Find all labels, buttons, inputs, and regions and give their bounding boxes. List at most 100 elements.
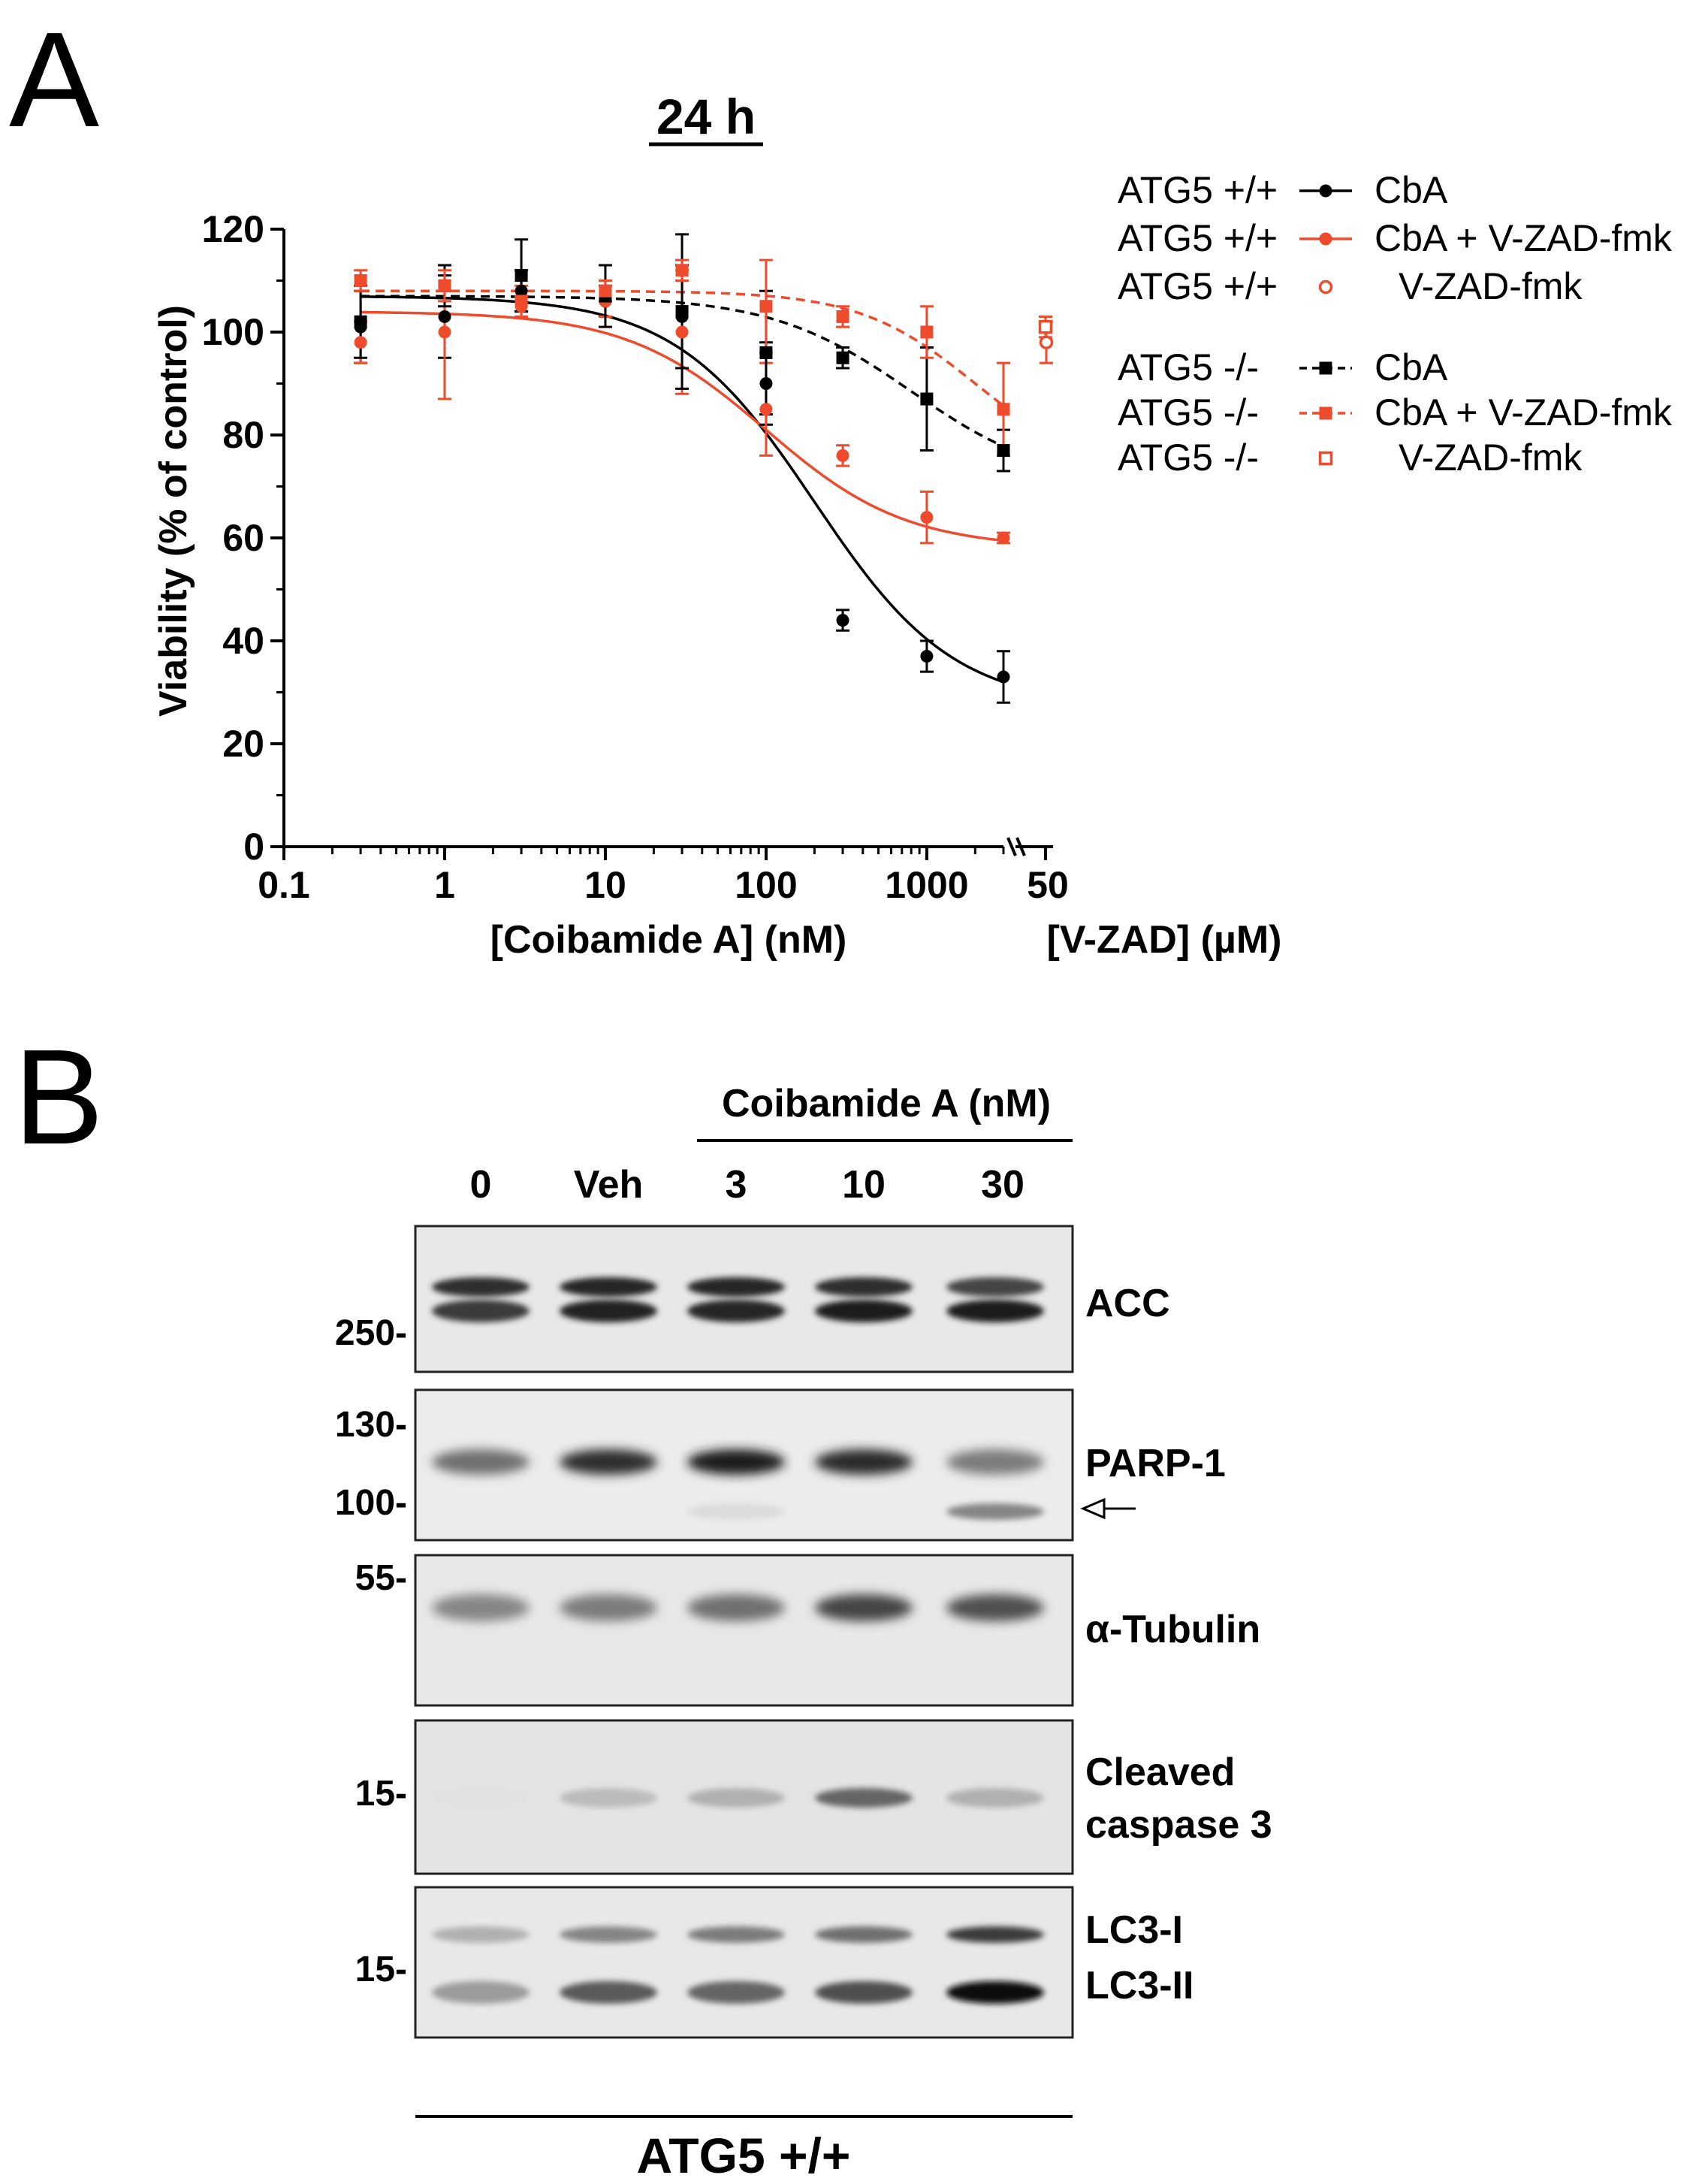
legend-marker bbox=[1319, 184, 1332, 198]
blot-band bbox=[432, 1449, 530, 1475]
blot-band bbox=[946, 1449, 1044, 1475]
legend-marker bbox=[1318, 451, 1333, 466]
legend-marker bbox=[1319, 361, 1332, 375]
data-point bbox=[836, 449, 849, 462]
legend-treatment-label: CbA + V-ZAD-fmk bbox=[1375, 391, 1673, 433]
blot-2: 55- α-Tubulin bbox=[355, 1554, 1260, 1707]
blot-band bbox=[560, 1981, 657, 2004]
lane-label: 3 bbox=[726, 1163, 747, 1207]
axes bbox=[282, 229, 1053, 860]
data-point bbox=[1039, 335, 1054, 349]
blot-band bbox=[560, 1277, 657, 1297]
blot-band bbox=[432, 1277, 530, 1297]
data-point bbox=[920, 325, 934, 339]
blot-frame bbox=[414, 1554, 1074, 1707]
axis-break-mark bbox=[1006, 837, 1017, 856]
blot-4: 15- LC3-I LC3-II bbox=[355, 1886, 1193, 2039]
blot-band bbox=[815, 1926, 913, 1943]
blot-frame bbox=[414, 1886, 1074, 2039]
y-tick-label: 20 bbox=[222, 723, 264, 765]
legend-cell-label: ATG5 +/+ bbox=[1118, 169, 1278, 211]
cell-line-label: ATG5 +/+ bbox=[637, 2128, 851, 2183]
y-tick-label: 100 bbox=[202, 311, 264, 353]
x-tick-label: 1 bbox=[434, 864, 455, 906]
blot-band bbox=[687, 1300, 785, 1322]
blot-label-line: Cleaved bbox=[1085, 1751, 1235, 1794]
blot-label: ACC bbox=[1085, 1282, 1170, 1325]
y-tick-label: 60 bbox=[222, 517, 264, 559]
blot-band bbox=[687, 1981, 785, 2004]
blot-label: α-Tubulin bbox=[1085, 1608, 1260, 1651]
blot-band bbox=[432, 1300, 530, 1322]
blot-band bbox=[687, 1594, 785, 1621]
blot-band bbox=[560, 1788, 657, 1808]
western-blots: 250- ACC 130- 100- PARP-1 55- α-Tubulin 15- Clea… bbox=[335, 1225, 1272, 2039]
viability-plot: 0 20 40 60 80 100 120 0.1 1 10 100 1000 bbox=[202, 208, 1054, 906]
lane-label: 30 bbox=[981, 1163, 1024, 1207]
y-axis-ticks: 0 20 40 60 80 100 120 bbox=[202, 208, 284, 868]
legend-treatment-label: CbA bbox=[1375, 169, 1448, 211]
legend-treatment-label: V-ZAD-fmk bbox=[1399, 265, 1583, 307]
y-tick-label: 80 bbox=[222, 414, 264, 456]
legend-marker bbox=[1319, 406, 1332, 420]
blot-band bbox=[815, 1449, 913, 1475]
blot-band bbox=[560, 1300, 657, 1322]
blot-band bbox=[560, 1449, 657, 1475]
legend: ATG5 +/+ CbA ATG5 +/+ CbA + V-ZAD-fmk ATG5 +… bbox=[1118, 169, 1673, 479]
data-point bbox=[759, 403, 773, 416]
data-point bbox=[836, 614, 849, 627]
data-point bbox=[438, 325, 451, 339]
mw-marker: 250- bbox=[335, 1313, 407, 1353]
legend-treatment-label: CbA + V-ZAD-fmk bbox=[1375, 217, 1673, 259]
x-axis-label: [Coibamide A] (nM) bbox=[490, 918, 847, 962]
blot-band bbox=[815, 1981, 913, 2004]
legend-cell-label: ATG5 -/- bbox=[1118, 346, 1259, 388]
legend-cell-label: ATG5 +/+ bbox=[1118, 217, 1278, 259]
panel-b-letter: B bbox=[14, 1022, 104, 1173]
blot-band bbox=[687, 1277, 785, 1297]
legend-marker bbox=[1318, 279, 1333, 295]
legend-marker bbox=[1319, 232, 1332, 246]
blot-band bbox=[687, 1503, 785, 1520]
data-point bbox=[438, 310, 451, 323]
data-point bbox=[515, 269, 528, 282]
blot-band bbox=[946, 1300, 1044, 1322]
x-tick-label: 10 bbox=[584, 864, 626, 906]
blot-band bbox=[815, 1594, 913, 1621]
data-point bbox=[675, 305, 689, 319]
blot-label-line: caspase 3 bbox=[1085, 1803, 1272, 1847]
blot-band bbox=[687, 1926, 785, 1943]
y-tick-label: 120 bbox=[202, 208, 264, 250]
data-point bbox=[836, 351, 849, 364]
lane-label: Veh bbox=[574, 1163, 644, 1207]
data-point bbox=[759, 346, 773, 359]
blot-band bbox=[946, 1594, 1044, 1621]
blot-label-line: LC3-II bbox=[1085, 1964, 1193, 2007]
blot-band bbox=[946, 1503, 1044, 1520]
chart-title: 24 h bbox=[656, 89, 756, 144]
lane-label: 0 bbox=[470, 1163, 492, 1207]
y-tick-label: 40 bbox=[222, 620, 264, 662]
data-points bbox=[354, 264, 1054, 684]
blot-band bbox=[815, 1300, 913, 1322]
blot-label-line: LC3-I bbox=[1085, 1908, 1183, 1952]
y-tick-label: 0 bbox=[243, 826, 264, 868]
axis-break-mark bbox=[1015, 837, 1026, 856]
lane-label: 10 bbox=[842, 1163, 886, 1207]
blot-band bbox=[815, 1788, 913, 1808]
blot-band bbox=[560, 1926, 657, 1943]
mw-marker: 55- bbox=[355, 1558, 407, 1598]
data-point bbox=[759, 300, 773, 313]
blot-band bbox=[946, 1981, 1044, 2004]
data-point bbox=[997, 444, 1010, 458]
blot-band bbox=[432, 1926, 530, 1943]
data-point bbox=[920, 511, 934, 524]
data-point bbox=[920, 650, 934, 663]
blot-band bbox=[432, 1788, 530, 1808]
panel-a-letter: A bbox=[9, 5, 99, 156]
x-axis-ticks: 0.1 1 10 100 1000 bbox=[258, 847, 1005, 906]
data-point bbox=[1038, 319, 1053, 334]
blot-1: 130- 100- PARP-1 bbox=[335, 1388, 1226, 1542]
legend-cell-label: ATG5 -/- bbox=[1118, 391, 1259, 433]
